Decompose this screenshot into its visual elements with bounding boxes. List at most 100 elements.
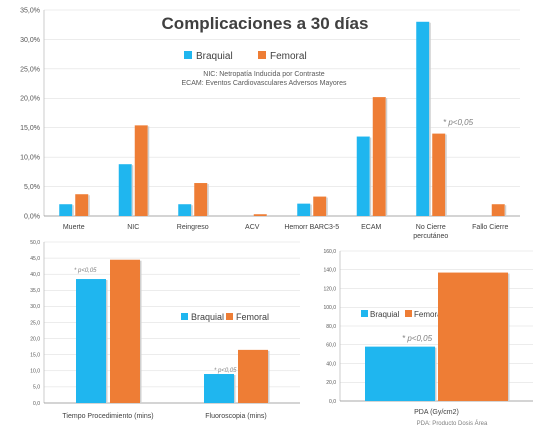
bar-braquial xyxy=(178,204,192,216)
pda-chart: Braquial Femoral * p<0,05 PDA: Producto … xyxy=(323,249,533,427)
x-category-label: Hemorr BARC3-5 xyxy=(284,224,339,231)
bar-shadow xyxy=(369,137,372,216)
y-tick-label: 80,0 xyxy=(326,324,336,330)
y-tick-label: 45,0 xyxy=(30,256,40,262)
bar-femoral xyxy=(372,97,386,216)
bar-shadow xyxy=(268,350,270,403)
bar-shadow xyxy=(131,165,134,216)
x-category-label: ECAM xyxy=(361,224,381,231)
annotation-p-value-tiempo: * p<0,05 xyxy=(74,268,97,274)
y-tick-label: 140,0 xyxy=(323,268,336,274)
bar-braquial xyxy=(59,204,73,216)
bar-braquial xyxy=(356,136,370,216)
bar-femoral xyxy=(253,214,267,216)
bar-braquial xyxy=(118,164,132,216)
legend-label-femoral: Femoral xyxy=(270,51,307,62)
bar-braquial xyxy=(416,21,430,217)
y-tick-label: 20,0 xyxy=(326,380,336,386)
bar-shadow xyxy=(88,195,90,216)
y-tick-label: 60,0 xyxy=(326,343,336,349)
bar-braquial xyxy=(297,203,311,216)
bar-shadow xyxy=(326,197,328,216)
y-tick-label: 50,0 xyxy=(30,240,40,246)
y-tick-label: 25,0 xyxy=(30,320,40,326)
bar-shadow xyxy=(385,98,388,216)
legend-swatch-braquial xyxy=(184,51,192,59)
bar-braquial xyxy=(204,374,234,403)
bar-shadow xyxy=(310,204,312,216)
bar-shadow xyxy=(72,205,74,216)
x-category-label: Reingreso xyxy=(177,224,209,231)
bar-shadow xyxy=(266,215,269,216)
x-category-label: Tiempo Procedimiento (mins) xyxy=(62,413,153,420)
legend-swatch-braquial xyxy=(181,313,188,320)
x-category-label: No Cierre percutáneo xyxy=(413,224,448,240)
bar-shadow xyxy=(140,260,142,403)
y-tick-label: 0,0% xyxy=(24,213,40,220)
bar-femoral xyxy=(194,183,208,216)
x-category-label: ACV xyxy=(245,224,260,231)
annotation-p-value: * p<0,05 xyxy=(402,334,433,343)
legend-swatch-femoral xyxy=(258,51,266,59)
bar-braquial xyxy=(76,279,106,403)
y-tick-label: 40,0 xyxy=(326,361,336,367)
bar-braquial xyxy=(365,346,435,401)
y-tick-label: 5,0% xyxy=(24,184,40,191)
bar-femoral xyxy=(110,259,140,403)
bar-femoral xyxy=(491,204,505,216)
legend-label-braquial: Braquial xyxy=(370,310,400,319)
y-tick-label: 25,0% xyxy=(20,66,40,73)
legend-swatch-femoral xyxy=(226,313,233,320)
x-category-label: NIC xyxy=(127,224,139,231)
y-tick-label: 35,0% xyxy=(20,7,40,14)
note-ecam: ECAM: Eventos Cardiovasculares Adversos … xyxy=(182,80,347,87)
y-tick-label: 100,0 xyxy=(323,305,336,311)
bar-shadow xyxy=(191,205,193,216)
tiempo-fluoroscopia-chart: Braquial Femoral * p<0,05 * p<0,05 0,05,… xyxy=(30,240,300,420)
bar-shadow xyxy=(234,375,236,403)
y-tick-label: 120,0 xyxy=(323,286,336,292)
y-tick-label: 20,0% xyxy=(20,96,40,103)
y-tick-label: 160,0 xyxy=(323,249,336,255)
chart-title: Complicaciones a 30 días xyxy=(162,14,369,33)
legend-label-braquial: Braquial xyxy=(196,51,233,62)
y-tick-label: 30,0 xyxy=(30,304,40,310)
y-tick-label: 40,0 xyxy=(30,272,40,278)
x-category-label: Muerte xyxy=(63,224,85,231)
bar-shadow xyxy=(508,273,510,401)
bar-shadow xyxy=(429,22,431,217)
complicaciones-chart: Complicaciones a 30 días Braquial Femora… xyxy=(20,7,520,240)
y-tick-label: 30,0% xyxy=(20,37,40,44)
bar-femoral xyxy=(438,272,508,401)
bar-shadow xyxy=(445,134,447,216)
note-nic: NIC: Netropatía Inducida por Contraste xyxy=(203,71,325,78)
y-tick-label: 15,0 xyxy=(30,352,40,358)
bar-femoral xyxy=(75,194,89,216)
y-tick-label: 0,0 xyxy=(329,399,336,405)
y-tick-label: 20,0 xyxy=(30,336,40,342)
y-tick-label: 0,0 xyxy=(33,401,40,407)
y-tick-label: 10,0 xyxy=(30,369,40,375)
y-tick-label: 10,0% xyxy=(20,155,40,162)
x-category-label: Fallo Cierre xyxy=(472,224,508,231)
bar-femoral xyxy=(238,349,268,403)
y-tick-label: 5,0 xyxy=(33,385,40,391)
y-tick-label: 35,0 xyxy=(30,288,40,294)
legend-swatch-femoral xyxy=(405,310,412,317)
x-category-label: Fluoroscopia (mins) xyxy=(205,413,266,420)
bar-femoral xyxy=(134,125,148,216)
bar-femoral xyxy=(432,133,446,216)
bar-shadow xyxy=(207,184,209,216)
bar-shadow xyxy=(504,205,507,216)
footnote: PDA: Producto Dosis Área xyxy=(417,420,488,427)
legend-label-femoral: Femoral xyxy=(414,310,444,319)
bar-femoral xyxy=(313,196,327,216)
bar-shadow xyxy=(435,347,437,401)
legend-label-braquial: Braquial xyxy=(191,312,224,322)
bar-shadow xyxy=(106,280,108,403)
legend-swatch-braquial xyxy=(361,310,368,317)
y-tick-label: 15,0% xyxy=(20,125,40,132)
legend-label-femoral: Femoral xyxy=(236,312,269,322)
bar-shadow xyxy=(147,126,150,216)
